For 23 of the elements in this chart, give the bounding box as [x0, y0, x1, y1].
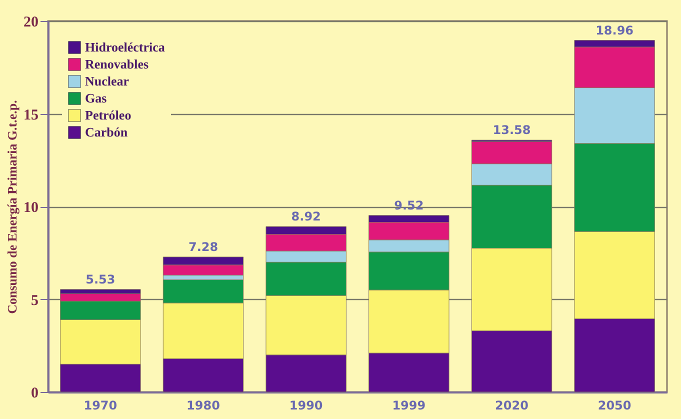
- y-tick-label: 15: [24, 107, 38, 124]
- y-tick-label: 20: [24, 14, 38, 30]
- x-tick-label: 1999: [392, 398, 426, 412]
- total-label: 5.53: [86, 272, 116, 286]
- legend-label: Nuclear: [85, 74, 130, 88]
- legend-label: Petróleo: [85, 108, 132, 122]
- x-tick-label: 2020: [495, 398, 528, 412]
- total-label: 7.28: [188, 240, 218, 254]
- y-tick-label: 0: [31, 386, 38, 402]
- x-tick-label: 2050: [598, 398, 632, 412]
- total-label: 8.92: [291, 210, 321, 224]
- y-tick-label: 5: [31, 292, 38, 309]
- x-tick-label: 1990: [289, 398, 323, 412]
- total-label: 18.96: [596, 23, 634, 38]
- legend-label: Carbón: [85, 124, 128, 140]
- y-axis-title: Consumo de Energía Primaria G.t.e.p.: [4, 100, 20, 314]
- legend-label: Renovables: [85, 56, 149, 72]
- legend-label: Gas: [85, 90, 107, 106]
- total-label: 13.58: [492, 123, 531, 138]
- legend-label: Hidroeléctrica: [85, 40, 166, 54]
- x-tick-label: 1970: [84, 398, 118, 412]
- x-tick-label: 1980: [186, 398, 220, 412]
- y-tick-label: 10: [24, 200, 38, 216]
